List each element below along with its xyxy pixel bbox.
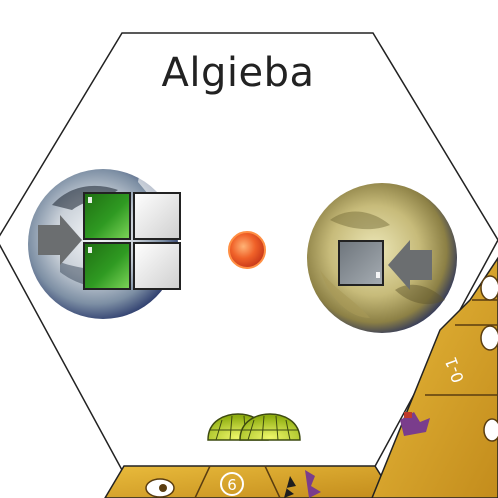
bottom-tile-number: 6: [227, 476, 237, 494]
adjacent-tile-bottom[interactable]: 6: [104, 465, 396, 498]
eye-icon: [480, 325, 498, 351]
population-slot-green-1[interactable]: [83, 192, 131, 240]
left-planet-slots: [83, 192, 181, 290]
left-planet-arrow: [38, 215, 82, 265]
population-slot-white-2[interactable]: [133, 242, 181, 290]
population-slot-white-1[interactable]: [133, 192, 181, 240]
number-badge-icon: [220, 472, 244, 496]
creature-icon: [284, 476, 296, 498]
system-name: Algieba: [161, 50, 315, 96]
population-slot-gray-1[interactable]: [338, 240, 384, 286]
ship-icon-2[interactable]: [239, 413, 301, 441]
eye-icon: [480, 275, 498, 301]
population-slot-green-2[interactable]: [83, 242, 131, 290]
star-icon: [228, 231, 266, 269]
right-planet-arrow: [388, 240, 432, 290]
right-planet-slots: [338, 240, 384, 286]
adjacent-tile-right[interactable]: 0-1: [371, 256, 498, 498]
eye-icon: [483, 418, 498, 442]
